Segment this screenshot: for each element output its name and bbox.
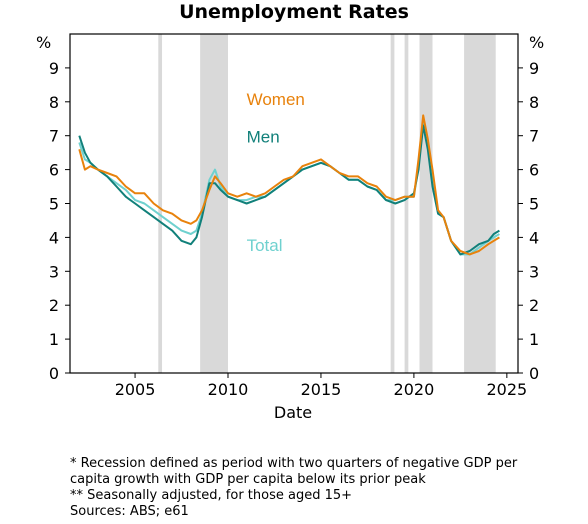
x-axis-label: Date (274, 403, 312, 422)
y-tick-label-left: 7 (49, 127, 59, 146)
x-tick-label: 2020 (394, 380, 435, 399)
y-tick-label-right: 4 (529, 228, 539, 247)
series-line-total (78, 121, 500, 256)
y-tick-label-right: 7 (529, 127, 539, 146)
recession-band-1 (158, 34, 163, 373)
axis-ticks: 0 0 1 1 2 2 3 3 4 4 5 5 6 6 7 7 8 8 9 9 2005 2010 2015 2020 2025 (49, 59, 539, 399)
y-tick-label-left: 6 (49, 161, 59, 180)
series-lines (78, 114, 500, 256)
y-tick-label-right: 0 (529, 364, 539, 383)
y-axis-unit-left: % (36, 33, 51, 52)
y-tick-label-left: 9 (49, 59, 59, 78)
series-line-women (78, 114, 500, 256)
y-tick-label-left: 4 (49, 228, 59, 247)
x-tick-label: 2005 (115, 380, 156, 399)
chart-svg: Unemployment Rates 0 0 1 1 2 2 3 3 4 4 5 5 6 6 7 7 8 8 9 9 2… (36, 1, 544, 422)
x-tick-label: 2015 (301, 380, 342, 399)
y-tick-label-left: 1 (49, 330, 59, 349)
series-label-total: Total (247, 236, 283, 255)
recession-band-6 (464, 34, 496, 373)
y-tick-label-right: 6 (529, 161, 539, 180)
y-axis-unit-right: % (529, 33, 544, 52)
footnotes: * Recession defined as period with two q… (70, 456, 570, 520)
footnote-recession-line1: * Recession defined as period with two q… (70, 456, 518, 471)
series-line-men (78, 124, 500, 256)
recession-band-4 (404, 34, 409, 373)
y-tick-label-right: 2 (529, 296, 539, 315)
y-tick-label-right: 1 (529, 330, 539, 349)
series-label-women: Women (247, 90, 305, 109)
y-tick-label-left: 8 (49, 93, 59, 112)
plot-frame (69, 33, 519, 374)
footnote-recession-line2: capita growth with GDP per capita below … (70, 472, 426, 487)
y-tick-label-right: 8 (529, 93, 539, 112)
series-label-men: Men (247, 127, 280, 146)
x-tick-label: 2010 (208, 380, 249, 399)
y-tick-label-right: 5 (529, 195, 539, 214)
recession-band-5 (419, 34, 433, 373)
y-tick-label-left: 2 (49, 296, 59, 315)
x-tick-label: 2025 (486, 380, 527, 399)
y-tick-label-left: 5 (49, 195, 59, 214)
footnote-sources: Sources: ABS; e61 (70, 504, 189, 519)
y-tick-label-right: 3 (529, 262, 539, 281)
footnote-seasonal: ** Seasonally adjusted, for those aged 1… (70, 488, 353, 503)
chart-title: Unemployment Rates (179, 1, 409, 23)
series-labels: Women Men Total (247, 90, 305, 255)
y-tick-label-left: 3 (49, 262, 59, 281)
recession-shading (158, 34, 496, 373)
y-tick-label-right: 9 (529, 59, 539, 78)
y-tick-label-left: 0 (49, 364, 59, 383)
